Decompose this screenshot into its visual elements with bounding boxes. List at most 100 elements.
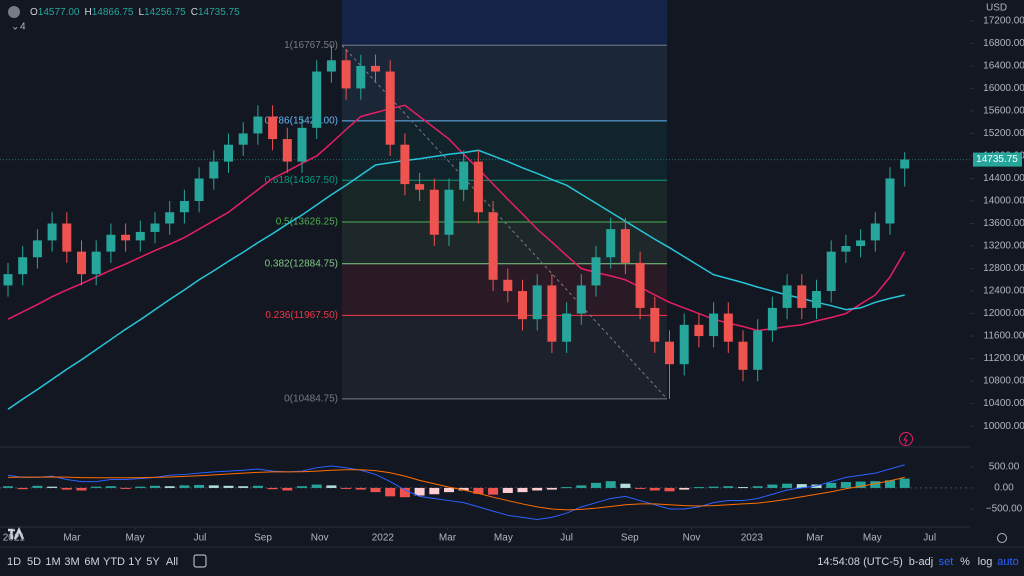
candle-body [870,223,880,241]
candle-body [620,229,630,263]
ohlc-key: O [30,7,38,18]
candle-body [179,200,189,213]
y-tick-label: 12000.00 [983,308,1024,319]
candle-body [826,251,836,292]
scale-option[interactable]: set [939,556,954,568]
histogram-bar [135,486,146,488]
settings-icon[interactable] [997,533,1007,543]
range-button[interactable]: 6M [84,556,99,568]
x-tick-label: Nov [311,533,329,544]
range-button[interactable]: 3M [64,556,79,568]
histogram-bar [517,487,528,493]
histogram-bar [267,487,278,490]
y-tick-label: 10000.00 [983,421,1024,432]
histogram-bar [385,487,396,497]
histogram-bar [252,485,263,488]
y-tick-label: −500.00 [986,504,1023,515]
histogram-bar [870,481,881,488]
histogram-bar [414,487,425,496]
x-tick-label: Jul [923,533,936,544]
x-tick-label: Jul [194,533,207,544]
range-button[interactable]: 5D [27,556,41,568]
candle-body [562,313,572,342]
candle-body [812,291,821,308]
x-tick-label: Nov [683,533,701,544]
symbol-icon[interactable] [8,6,20,18]
candle-body [47,223,57,241]
histogram-bar [546,487,557,490]
collapse-icon[interactable]: ⌄ [11,22,19,33]
x-tick-label: Sep [254,533,272,544]
candle-body [371,65,380,72]
scale-option[interactable]: auto [997,556,1018,568]
candle-body [753,330,763,370]
x-tick-label: Jul [560,533,573,544]
range-button[interactable]: YTD [103,556,125,568]
y-tick-label: 11200.00 [984,353,1024,364]
histogram-bar [17,487,28,490]
last-price: 14735.75 [976,154,1018,165]
histogram-bar [620,483,631,488]
scale-option[interactable]: log [978,556,993,568]
calendar-icon[interactable] [193,554,207,568]
histogram-bar [32,485,43,488]
x-tick-label: 2021 [3,533,26,544]
macd-line [7,469,905,511]
alert-bolt [903,434,908,445]
histogram-bar [370,487,381,493]
candle-body [62,223,72,252]
histogram-bar [502,487,513,493]
histogram-bar [752,486,763,488]
fib-zone [342,315,667,399]
range-button[interactable]: 5Y [146,556,160,568]
histogram-bar [282,487,293,491]
range-button[interactable]: All [166,556,178,568]
fib-trend [341,44,668,400]
scale-option[interactable]: b-adj [909,556,933,568]
fib-zone [342,45,667,121]
histogram-bar [150,485,160,488]
range-button[interactable]: 1M [45,556,60,568]
candle-body [400,144,410,185]
x-tick-label: Mar [63,533,81,544]
y-tick-label: 16000.00 [983,83,1024,94]
candle-body [150,223,160,232]
scale-option[interactable]: % [960,556,970,568]
last-price-tag [973,152,1022,167]
fib-label: 0.786(15423.00) [265,116,338,127]
histogram-bar [76,487,87,491]
candle-body [268,116,278,140]
candle-body [694,324,704,337]
indicator-count: 4 [20,22,26,33]
fib-top-zone [342,0,667,46]
candle-body [635,262,645,308]
y-tick-label: 16800.00 [983,38,1024,49]
candle-body [767,307,777,331]
fib-zone [342,180,667,223]
histogram-bar [311,484,322,488]
moving-average [7,149,905,410]
histogram-bar [840,482,851,488]
range-button[interactable]: 1D [7,556,21,568]
candle-body [856,240,866,247]
histogram-bar [723,486,734,488]
candle-body [312,71,322,128]
histogram-bar [223,485,234,488]
y-tick-label: 14000.00 [983,196,1024,207]
histogram-bar [591,482,601,488]
y-tick-label: 13200.00 [983,241,1024,252]
histogram-bar [3,486,13,488]
y-tick-label: 15200.00 [983,128,1024,139]
y-tick-label: 11600.00 [984,331,1024,342]
range-button[interactable]: 1Y [128,556,142,568]
candle-body [459,161,469,190]
histogram-bar [179,485,190,488]
x-tick-label: May [126,533,145,544]
candle-body [238,133,248,145]
y-tick-label: 500.00 [989,461,1020,472]
alert-icon[interactable] [899,432,913,446]
candle-body [665,341,674,365]
candle-body [723,313,733,342]
candle-body [782,285,792,308]
candle-body [738,341,748,370]
